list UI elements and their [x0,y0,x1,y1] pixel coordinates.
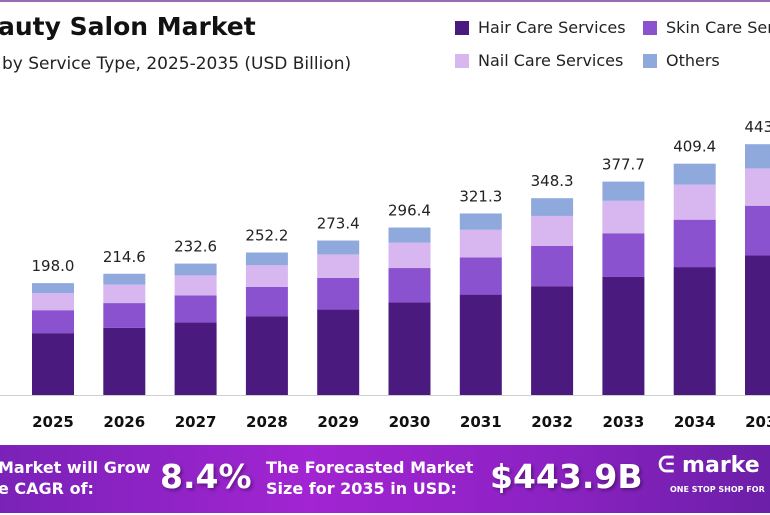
bar-segment [388,242,431,269]
logo-icon: ᕮ [658,453,675,478]
bar-segment [103,284,146,304]
bar-segment [388,227,431,243]
bar-segment [745,144,770,169]
forecast-label: The Forecasted Market Size for 2035 in U… [266,457,473,499]
logo-text: marke [682,453,760,478]
bar-segment [103,273,146,285]
x-tick-label: 2032 [531,413,573,431]
logo: ᕮ marke ONE STOP SHOP FOR [658,453,765,494]
bar-segment [317,240,360,255]
total-label: 296.4 [388,202,431,220]
bar-segment [745,255,770,395]
bar-segment [673,267,716,395]
legend-swatch [455,20,469,35]
bar-segment [602,181,645,201]
bar-segment [245,265,288,287]
bar-segment [32,293,74,311]
bar-segment [32,283,74,294]
bar-chart: 198.0 2025 214.6 2026 232.6 2027 252.2 2028 273.… [0,118,770,431]
total-label: 321.3 [459,187,502,205]
legend-swatch [643,53,657,68]
bar-segment [602,200,645,234]
bar-segment [531,215,574,246]
bar-segment [317,309,360,395]
bar-segment [459,257,502,295]
x-tick-label: 2028 [246,413,288,431]
bar-segment [745,168,770,206]
bar-segment [174,263,217,276]
total-label: 348.3 [531,172,574,190]
legend-label: Hair Care Services [478,18,626,37]
bar-segment [103,327,146,395]
bar-segment [245,286,288,317]
bar-segment [174,322,217,395]
cagr-value: 8.4% [160,457,252,496]
cagr-label-line1: Market will Grow [0,458,151,477]
cagr-label-line2: e CAGR of: [0,479,94,498]
cagr-label: Market will Grow e CAGR of: [0,457,151,499]
x-tick-label: 2031 [460,413,502,431]
bar-segment [459,213,502,230]
total-label: 232.6 [174,238,217,256]
x-tick-label: 2034 [674,413,716,431]
bar-segment [531,245,574,287]
legend-label: Nail Care Services [478,51,624,70]
bar-segment [602,233,645,277]
total-label: 214.6 [103,248,146,266]
bar-segment [673,184,716,220]
bar-segment [673,163,716,185]
bar-segment [745,205,770,256]
summary-banner: Market will Grow e CAGR of: 8.4% The For… [0,445,770,513]
bar-segment [103,303,146,328]
x-tick-label: 2025 [32,413,74,431]
bar-segment [32,333,74,395]
legend-swatch [643,20,657,35]
legend-swatch [455,53,469,68]
logo-tagline: ONE STOP SHOP FOR [670,485,765,494]
bar-segment [388,268,431,303]
top-border [0,0,770,2]
legend-item-others: Others [643,51,720,70]
forecast-label-line2: Size for 2035 in USD: [266,479,457,498]
x-tick-label: 2033 [603,413,645,431]
bar-segment [673,219,716,268]
x-tick-label: 2027 [175,413,217,431]
legend-label: Others [666,51,720,70]
chart-subtitle: by Service Type, 2025-2035 (USD Billion) [2,54,352,74]
x-tick-label: 2026 [103,413,145,431]
bar-segment [245,252,288,266]
total-label: 377.7 [602,156,645,174]
bar-segment [317,277,360,310]
bar-segment [531,286,574,395]
x-tick-label: 2035 [745,413,770,431]
bar-segment [32,310,74,334]
bar-segment [174,275,217,296]
total-label: 273.4 [317,215,360,233]
legend-label: Skin Care Ser [666,18,770,37]
legend-item-nail: Nail Care Services [455,51,623,70]
x-tick-label: 2029 [317,413,359,431]
bar-segment [459,229,502,258]
total-label: 443.9 [745,118,770,136]
total-label: 252.2 [245,227,288,245]
bar-segment [174,295,217,323]
bar-segment [459,294,502,395]
total-label: 409.4 [673,138,716,156]
forecast-label-line1: The Forecasted Market [266,458,474,477]
bar-segment [245,316,288,395]
total-label: 198.0 [32,257,75,275]
legend-item-skin: Skin Care Ser [643,18,770,37]
legend-item-hair: Hair Care Services [455,18,626,37]
chart-title: auty Salon Market [0,12,256,41]
x-tick-label: 2030 [389,413,431,431]
bar-segment [388,302,431,395]
bar-segment [602,276,645,395]
bar-segment [317,254,360,278]
forecast-value: $443.9B [490,457,643,496]
bar-segment [531,198,574,216]
